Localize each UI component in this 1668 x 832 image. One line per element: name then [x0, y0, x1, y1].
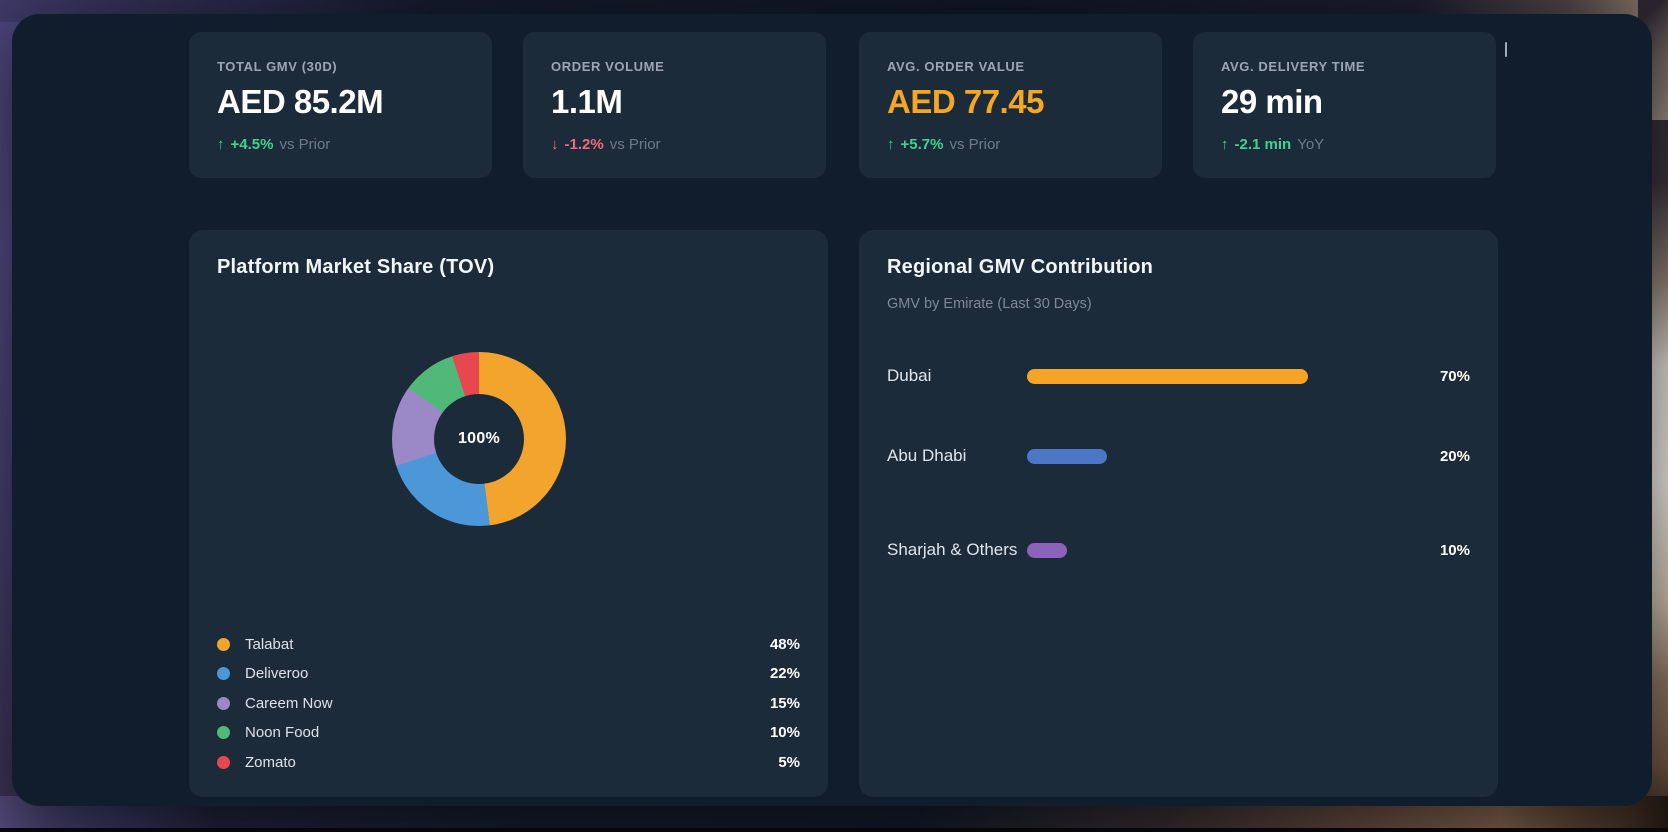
gmv-bar-row-abu-dhabi: Abu Dhabi 20%: [887, 438, 1470, 474]
legend-item-talabat[interactable]: Talabat 48%: [217, 630, 800, 660]
kpi-delta-row: ↓ -1.2% vs Prior: [551, 136, 798, 153]
trend-down-icon: ↓: [551, 136, 559, 153]
legend-value: 15%: [769, 694, 800, 712]
kpi-delta-suffix: YoY: [1297, 136, 1325, 153]
legend-dot: [217, 755, 230, 769]
bar-label: Abu Dhabi: [887, 446, 967, 465]
kpi-delta-row: ↑ +5.7% vs Prior: [887, 136, 1134, 153]
trend-up-icon: ↑: [887, 136, 895, 153]
kpi-value: 1.1M: [551, 83, 623, 120]
bar-value: 70%: [1439, 367, 1470, 385]
panel-title: Regional GMV Contribution: [887, 256, 1154, 278]
kpi-label: AVG. ORDER VALUE: [887, 59, 1025, 74]
bar-value: 20%: [1439, 447, 1470, 465]
legend-item-noon-food[interactable]: Noon Food 10%: [217, 718, 800, 748]
legend-item-deliveroo[interactable]: Deliveroo 22%: [217, 659, 800, 689]
kpi-delta-suffix: vs Prior: [609, 136, 661, 153]
gmv-bar-row-sharjah-others: Sharjah & Others 10%: [887, 518, 1470, 582]
gmv-bar-fill[interactable]: [1027, 542, 1068, 558]
kpi-label: AVG. DELIVERY TIME: [1221, 59, 1366, 74]
text-cursor-artifact: [1505, 42, 1507, 57]
legend-label: Zomato: [245, 753, 296, 771]
donut-center-label: 100%: [457, 430, 501, 447]
kpi-delta: -2.1 min: [1234, 136, 1292, 153]
bar-track: [1027, 448, 1428, 464]
donut-chart-wrap: 100%: [392, 352, 566, 526]
kpi-value: 29 min: [1221, 83, 1323, 120]
kpi-label: ORDER VOLUME: [551, 59, 665, 74]
legend-item-careem-now[interactable]: Careem Now 15%: [217, 689, 800, 719]
bar-label: Dubai: [887, 366, 932, 385]
dashboard-container: TOTAL GMV (30D) AED 85.2M ↑ +4.5% vs Pri…: [12, 14, 1652, 806]
gmv-bar-chart: Dubai 70% Abu Dhabi 20% Sharjah & Others…: [887, 358, 1470, 626]
bar-track: [1027, 368, 1428, 384]
legend-dot: [217, 726, 230, 740]
kpi-delta-suffix: vs Prior: [949, 136, 1001, 153]
legend-label: Noon Food: [245, 724, 320, 742]
kpi-card-avg-order-value: AVG. ORDER VALUE AED 77.45 ↑ +5.7% vs Pr…: [859, 32, 1162, 178]
kpi-card-order-volume: ORDER VOLUME 1.1M ↓ -1.2% vs Prior: [523, 32, 826, 178]
legend-value: 10%: [769, 724, 800, 742]
legend-value: 48%: [769, 635, 800, 653]
legend-item-zomato[interactable]: Zomato 5%: [217, 748, 800, 778]
kpi-value: AED 85.2M: [217, 83, 384, 120]
panel-subtitle: GMV by Emirate (Last 30 Days): [887, 296, 1092, 312]
kpi-value: AED 77.45: [887, 83, 1044, 120]
market-share-panel: Platform Market Share (TOV) 100% Talabat…: [189, 230, 828, 797]
kpi-card-avg-delivery-time: AVG. DELIVERY TIME 29 min ↑ -2.1 min YoY: [1193, 32, 1496, 178]
bar-track: [1027, 542, 1428, 558]
kpi-delta: -1.2%: [564, 136, 604, 153]
legend-dot: [217, 667, 230, 681]
legend-value: 5%: [778, 753, 800, 771]
legend-value: 22%: [769, 665, 800, 683]
trend-up-icon: ↑: [1221, 136, 1229, 153]
kpi-delta: +4.5%: [230, 136, 274, 153]
gmv-bar-fill[interactable]: [1027, 368, 1308, 384]
kpi-delta: +5.7%: [900, 136, 944, 153]
kpi-delta-row: ↑ -2.1 min YoY: [1221, 136, 1468, 153]
kpi-card-total-gmv: TOTAL GMV (30D) AED 85.2M ↑ +4.5% vs Pri…: [189, 32, 492, 178]
trend-up-icon: ↑: [217, 136, 225, 153]
legend-label: Talabat: [245, 635, 294, 653]
gmv-bar-row-dubai: Dubai 70%: [887, 358, 1470, 394]
bar-label: Sharjah & Others: [887, 540, 1018, 559]
bar-value: 10%: [1439, 541, 1470, 559]
legend-dot: [217, 696, 230, 710]
kpi-delta-row: ↑ +4.5% vs Prior: [217, 136, 464, 153]
legend-label: Deliveroo: [245, 665, 309, 683]
kpi-label: TOTAL GMV (30D): [217, 59, 338, 74]
legend-dot: [217, 637, 230, 651]
regional-gmv-panel: Regional GMV Contribution GMV by Emirate…: [859, 230, 1498, 797]
panel-title: Platform Market Share (TOV): [217, 256, 495, 278]
kpi-delta-suffix: vs Prior: [279, 136, 331, 153]
gmv-bar-fill[interactable]: [1027, 448, 1108, 464]
legend-label: Careem Now: [245, 694, 333, 712]
donut-hole: 100%: [434, 394, 524, 484]
donut-legend: Talabat 48% Deliveroo 22% Careem Now 15%…: [217, 630, 800, 778]
